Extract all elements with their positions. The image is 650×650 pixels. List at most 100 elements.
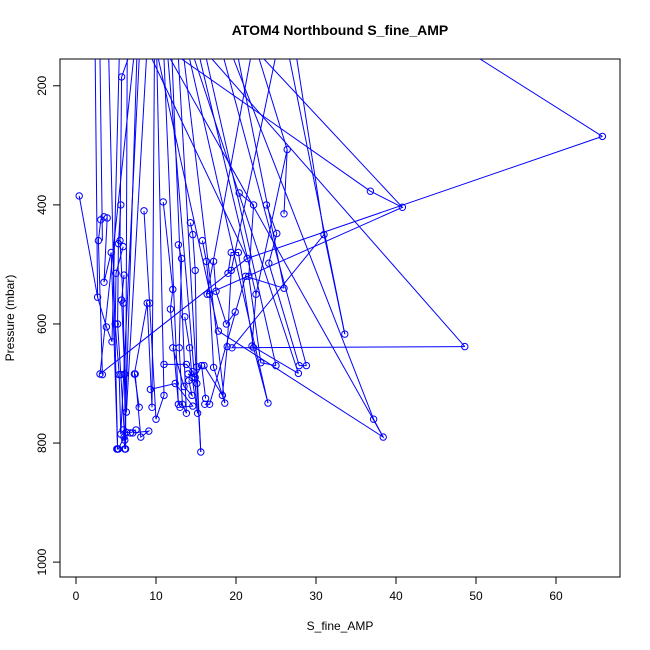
- data-point: [302, 361, 311, 370]
- data-point: [112, 269, 120, 277]
- data-point: [189, 402, 197, 410]
- offchart-segment-1: [99, 59, 103, 241]
- data-point: [205, 290, 214, 298]
- data-point: [294, 369, 303, 378]
- x-tick-label: 40: [389, 589, 403, 603]
- profile-line-5: [114, 246, 124, 435]
- offchart-segment-2: [111, 59, 120, 342]
- data-point: [174, 241, 183, 249]
- data-point: [201, 400, 209, 408]
- data-point: [160, 391, 168, 400]
- data-point: [212, 287, 220, 295]
- data-point: [120, 433, 128, 441]
- y-tick-label: 600: [35, 314, 49, 334]
- data-point: [171, 379, 179, 388]
- data-point: [108, 338, 116, 346]
- data-point: [126, 429, 135, 437]
- data-point: [160, 360, 168, 369]
- offchart-segment-25: [479, 59, 603, 137]
- data-point: [198, 236, 207, 245]
- data-point: [131, 370, 139, 378]
- x-tick-label: 60: [549, 589, 563, 603]
- data-point: [203, 290, 211, 298]
- data-point: [197, 361, 206, 370]
- data-point: [205, 400, 214, 408]
- data-point: [143, 299, 151, 307]
- offchart-segment-7: [125, 59, 147, 413]
- data-point: [146, 385, 155, 394]
- profile-line-1: [97, 216, 105, 375]
- data-point: [398, 203, 407, 212]
- plot-area-frame: [59, 58, 621, 578]
- profile-line-30: [150, 382, 194, 408]
- data-point: [94, 236, 103, 245]
- data-point: [169, 285, 177, 294]
- data-point: [320, 230, 328, 239]
- data-point: [96, 370, 104, 378]
- data-point: [252, 290, 260, 298]
- profile-line-25: [203, 270, 232, 397]
- data-point: [227, 266, 235, 275]
- profile-line-14: [227, 252, 269, 404]
- profile-line-0: [78, 195, 113, 342]
- data-point: [218, 391, 227, 400]
- data-point: [145, 427, 153, 435]
- profile-line-16: [265, 204, 307, 367]
- offchart-segment-6: [120, 59, 140, 435]
- y-tick-label: 1000: [35, 548, 49, 575]
- series-layer: [75, 59, 607, 456]
- data-point: [366, 187, 375, 195]
- data-point: [193, 409, 202, 417]
- data-point: [202, 257, 211, 266]
- offchart-segment-18: [193, 59, 299, 374]
- data-point: [189, 367, 197, 376]
- offchart-segment-14: [183, 59, 226, 404]
- data-point: [169, 344, 177, 352]
- profile-line-22: [132, 373, 151, 439]
- profile-line-20: [99, 135, 603, 375]
- data-point: [176, 403, 184, 411]
- data-point: [262, 201, 271, 209]
- data-point: [249, 201, 258, 209]
- profile-line-19: [206, 190, 404, 295]
- y-tick-label: 400: [35, 195, 49, 215]
- data-point: [189, 230, 197, 239]
- offchart-segment-32: [151, 59, 248, 259]
- offchart-segment-12: [167, 59, 199, 414]
- profile-line-4: [117, 204, 126, 441]
- data-point: [132, 426, 140, 434]
- data-point: [209, 363, 218, 372]
- data-point: [75, 192, 83, 200]
- data-point: [121, 445, 129, 453]
- data-point: [117, 296, 126, 304]
- data-point: [273, 229, 281, 238]
- data-point: [117, 201, 125, 209]
- profile-line-29: [116, 435, 126, 450]
- data-point: [159, 198, 167, 206]
- data-point: [248, 342, 256, 350]
- data-point: [140, 207, 148, 215]
- data-point: [234, 248, 243, 257]
- profile-line-6: [121, 275, 127, 413]
- offchart-segment-34: [230, 59, 276, 271]
- profile-line-21: [218, 330, 385, 439]
- data-point: [120, 271, 128, 279]
- data-point: [227, 248, 235, 257]
- data-point: [379, 433, 387, 441]
- data-point: [231, 308, 239, 316]
- data-point: [135, 403, 143, 411]
- x-tick-label: 0: [73, 589, 80, 603]
- data-point: [177, 254, 186, 263]
- profile-line-26: [172, 347, 193, 398]
- offchart-segment-16: [205, 59, 277, 366]
- y-tick-label: 200: [35, 75, 49, 95]
- data-point: [115, 370, 123, 379]
- profile-line-12: [189, 222, 202, 453]
- profile-line-8: [143, 210, 165, 420]
- data-point: [197, 448, 205, 456]
- data-point: [119, 242, 127, 251]
- y-axis: 200 400 600 800 1000: [35, 75, 60, 575]
- offchart-segment-23: [181, 59, 371, 192]
- offchart-segment-17: [223, 59, 307, 366]
- profile-line-24: [187, 363, 207, 399]
